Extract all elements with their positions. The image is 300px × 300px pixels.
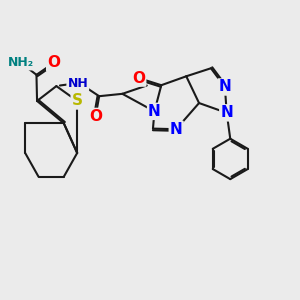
Text: NH₂: NH₂ xyxy=(8,56,34,69)
Text: O: O xyxy=(89,109,102,124)
Text: NH: NH xyxy=(68,77,88,90)
Text: N: N xyxy=(218,80,231,94)
Text: N: N xyxy=(220,105,233,120)
Text: N: N xyxy=(170,122,182,137)
Text: N: N xyxy=(148,104,161,119)
Text: O: O xyxy=(47,56,60,70)
Text: O: O xyxy=(132,70,145,86)
Text: S: S xyxy=(72,94,83,109)
